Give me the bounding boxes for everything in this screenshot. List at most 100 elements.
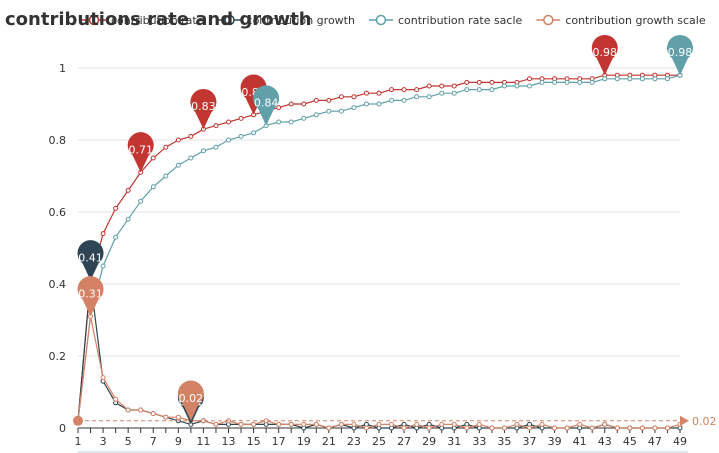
- data-point[interactable]: [326, 425, 332, 431]
- data-point[interactable]: [489, 79, 495, 85]
- legend-symbol-0[interactable]: [88, 14, 100, 26]
- data-point[interactable]: [577, 421, 583, 427]
- data-point[interactable]: [389, 87, 395, 93]
- data-point[interactable]: [664, 425, 670, 431]
- legend-symbol-1[interactable]: [224, 14, 235, 26]
- data-point[interactable]: [125, 407, 131, 413]
- data-point[interactable]: [150, 155, 156, 161]
- data-point[interactable]: [351, 421, 357, 427]
- data-point[interactable]: [451, 421, 457, 427]
- data-point[interactable]: [175, 162, 181, 168]
- data-point[interactable]: [652, 425, 658, 431]
- data-point[interactable]: [251, 130, 257, 136]
- data-point[interactable]: [288, 421, 294, 427]
- data-point[interactable]: [188, 133, 194, 139]
- data-point[interactable]: [401, 97, 407, 103]
- data-point[interactable]: [552, 79, 558, 85]
- data-point[interactable]: [276, 421, 282, 427]
- data-point[interactable]: [589, 79, 595, 85]
- data-point[interactable]: [288, 119, 294, 125]
- data-point[interactable]: [664, 76, 670, 82]
- data-point[interactable]: [351, 94, 357, 100]
- mark-point-pin[interactable]: [190, 88, 217, 130]
- data-point[interactable]: [113, 205, 119, 211]
- legend-symbol-3[interactable]: [543, 14, 554, 26]
- data-point[interactable]: [113, 396, 119, 402]
- data-point[interactable]: [476, 87, 482, 93]
- data-point[interactable]: [564, 425, 570, 431]
- legend-item-2[interactable]: contribution rate sacle: [398, 14, 523, 27]
- mark-point-pin[interactable]: [240, 74, 267, 115]
- data-point[interactable]: [527, 83, 532, 89]
- mark-point-pin[interactable]: [591, 34, 618, 76]
- data-point[interactable]: [539, 79, 545, 85]
- data-point[interactable]: [627, 425, 633, 431]
- data-point[interactable]: [251, 421, 257, 427]
- data-point[interactable]: [376, 101, 382, 107]
- data-point[interactable]: [464, 425, 470, 431]
- legend-item-1[interactable]: contribution growth: [247, 14, 355, 27]
- data-point[interactable]: [150, 411, 156, 417]
- data-point[interactable]: [451, 83, 457, 89]
- data-point[interactable]: [639, 425, 645, 431]
- data-zoom-track[interactable]: [78, 451, 688, 453]
- data-point[interactable]: [175, 137, 181, 143]
- data-point[interactable]: [163, 173, 169, 179]
- data-point[interactable]: [213, 123, 219, 129]
- data-point[interactable]: [326, 97, 332, 103]
- data-point[interactable]: [226, 119, 231, 125]
- data-point[interactable]: [414, 94, 420, 100]
- legend-item-0[interactable]: contribution rate: [111, 14, 204, 27]
- data-point[interactable]: [301, 101, 307, 107]
- data-point[interactable]: [226, 137, 231, 143]
- data-point[interactable]: [313, 421, 319, 427]
- data-point[interactable]: [188, 155, 194, 161]
- data-point[interactable]: [439, 83, 445, 89]
- data-point[interactable]: [464, 87, 470, 93]
- data-point[interactable]: [138, 198, 144, 204]
- data-point[interactable]: [639, 76, 645, 82]
- data-point[interactable]: [589, 425, 595, 431]
- data-point[interactable]: [163, 414, 169, 420]
- data-point[interactable]: [439, 421, 445, 427]
- data-point[interactable]: [313, 97, 319, 103]
- data-point[interactable]: [602, 421, 608, 427]
- data-point[interactable]: [200, 148, 206, 154]
- data-point[interactable]: [401, 425, 407, 431]
- data-point[interactable]: [163, 144, 169, 150]
- data-point[interactable]: [476, 79, 482, 85]
- data-point[interactable]: [213, 421, 219, 427]
- data-point[interactable]: [376, 90, 382, 96]
- data-point[interactable]: [401, 87, 407, 93]
- data-point[interactable]: [577, 79, 583, 85]
- data-point[interactable]: [363, 425, 369, 431]
- data-point[interactable]: [414, 87, 420, 93]
- data-point[interactable]: [451, 90, 457, 96]
- mark-point-pin[interactable]: [177, 380, 204, 421]
- data-point[interactable]: [276, 119, 282, 125]
- data-point[interactable]: [627, 76, 633, 82]
- data-point[interactable]: [539, 421, 545, 427]
- data-point[interactable]: [363, 101, 369, 107]
- mark-point-pin[interactable]: [667, 34, 693, 76]
- mark-point-pin[interactable]: [253, 85, 280, 126]
- data-point[interactable]: [238, 133, 244, 139]
- data-point[interactable]: [276, 105, 282, 111]
- data-point[interactable]: [301, 421, 307, 427]
- data-point[interactable]: [100, 375, 106, 381]
- data-point[interactable]: [100, 263, 106, 269]
- data-point[interactable]: [125, 187, 131, 193]
- data-point[interactable]: [338, 421, 344, 427]
- data-point[interactable]: [138, 407, 144, 413]
- data-point[interactable]: [301, 115, 307, 121]
- data-point[interactable]: [426, 425, 432, 431]
- data-point[interactable]: [150, 184, 156, 190]
- data-point[interactable]: [389, 97, 395, 103]
- data-point[interactable]: [501, 425, 507, 431]
- data-point[interactable]: [426, 94, 432, 100]
- data-point[interactable]: [489, 87, 495, 93]
- data-point[interactable]: [376, 421, 382, 427]
- data-point[interactable]: [564, 79, 570, 85]
- data-point[interactable]: [238, 421, 244, 427]
- data-point[interactable]: [501, 83, 507, 89]
